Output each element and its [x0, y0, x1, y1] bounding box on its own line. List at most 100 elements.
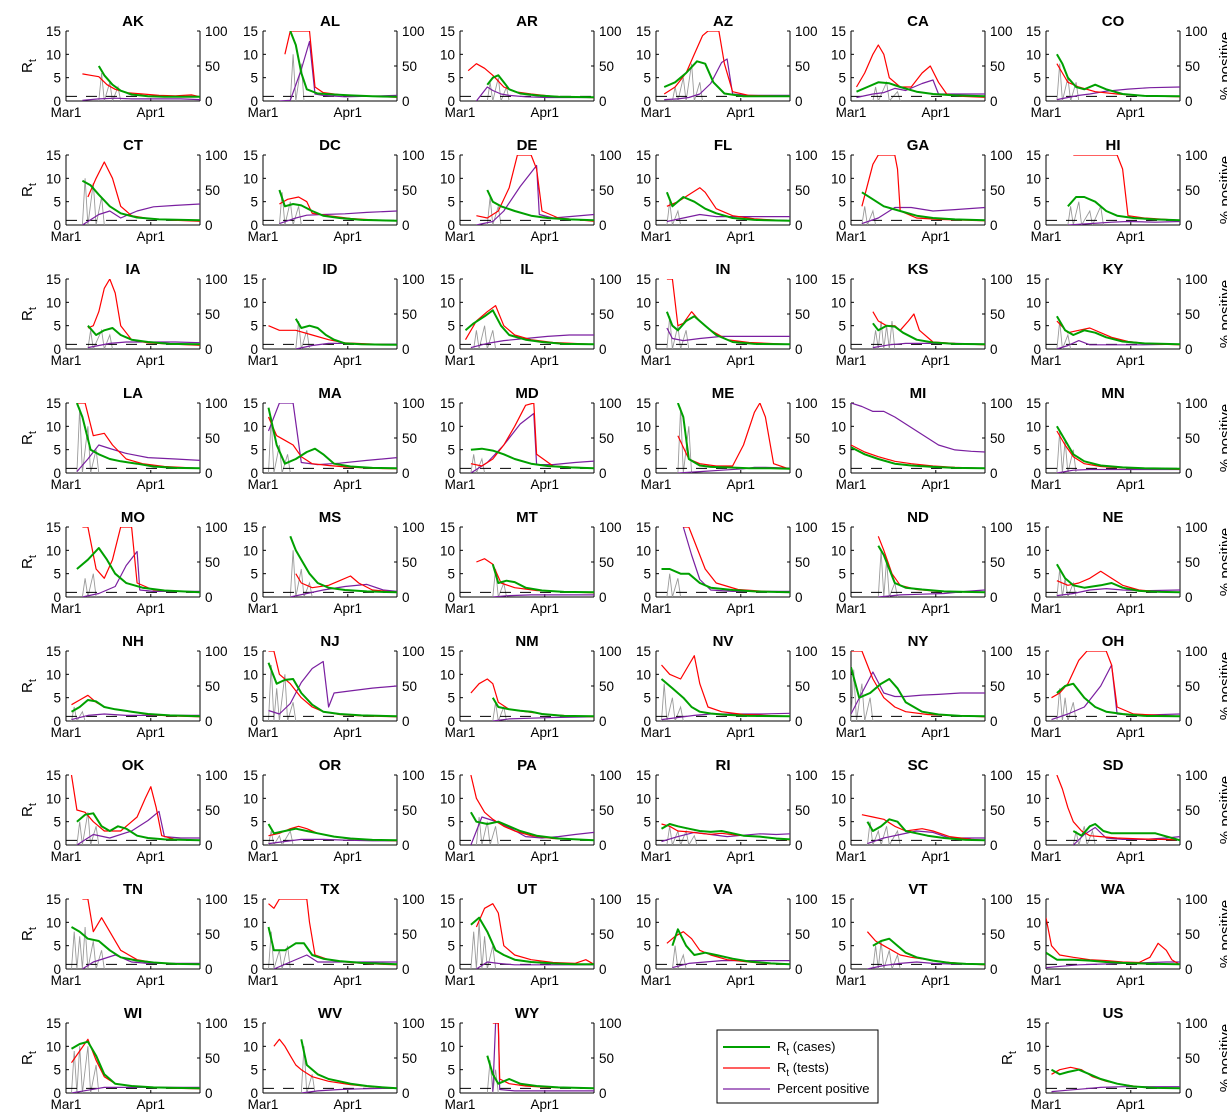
x-tick-label-wy-Apr1: Apr1: [531, 1097, 560, 1112]
right-tick-label-nm-50: 50: [599, 679, 614, 694]
right-tick-label-wa-100: 100: [1185, 892, 1208, 907]
right-tick-label-ar-50: 50: [599, 59, 614, 74]
left-tick-label-nh-5: 5: [53, 691, 61, 706]
x-tick-label-de-Apr1: Apr1: [531, 229, 560, 244]
right-tick-label-de-0: 0: [599, 218, 607, 233]
left-tick-label-hi-5: 5: [1033, 195, 1041, 210]
right-tick-label-wa-0: 0: [1185, 962, 1193, 977]
left-tick-label-tx-5: 5: [250, 939, 258, 954]
left-tick-label-sc-10: 10: [831, 791, 846, 806]
left-tick-label-in-10: 10: [636, 295, 651, 310]
left-tick-label-hi-0: 0: [1033, 218, 1041, 233]
rt-cases-line-mt: [491, 564, 594, 594]
right-tick-label-ar-100: 100: [599, 24, 622, 39]
rt-cases-line-ak: [97, 65, 200, 98]
daily-series-wi: [71, 1046, 100, 1093]
x-tick-label-mi-Mar1: Mar1: [836, 477, 867, 492]
legend-label-percent: Percent positive: [777, 1081, 870, 1096]
x-tick-label-ga-Apr1: Apr1: [922, 229, 951, 244]
panel-title-dc: DC: [319, 137, 341, 154]
panel-nc: NC 0 5 10 15 0 50 100 Mar1 Apr1: [636, 509, 818, 616]
panel-ia: IA 0 5 10 15 0 50 100 Mar1 Apr1 Rt: [19, 261, 228, 368]
left-tick-label-az-15: 15: [636, 24, 651, 39]
right-tick-label-ak-50: 50: [205, 59, 220, 74]
daily-series-ga: [861, 206, 877, 225]
plot-area-id: [263, 318, 397, 349]
right-tick-label-tn-100: 100: [205, 892, 228, 907]
panel-title-la: LA: [123, 385, 143, 402]
left-tick-label-mn-15: 15: [1026, 396, 1041, 411]
percent-positive-line-pa: [470, 816, 594, 845]
left-tick-label-ok-5: 5: [53, 815, 61, 830]
plot-area-co: [1046, 53, 1180, 101]
left-tick-label-tn-5: 5: [53, 939, 61, 954]
right-tick-label-nh-0: 0: [205, 714, 213, 729]
x-tick-label-us-Apr1: Apr1: [1117, 1097, 1146, 1112]
panel-ri: RI 0 5 10 15 0 50 100 Mar1 Apr1: [636, 757, 818, 864]
right-tick-label-mo-50: 50: [205, 555, 220, 570]
left-tick-label-mn-5: 5: [1033, 443, 1041, 458]
panel-title-pa: PA: [517, 757, 537, 774]
left-tick-label-nd-15: 15: [831, 520, 846, 535]
right-tick-label-in-100: 100: [795, 272, 818, 287]
plot-area-nh: [66, 694, 200, 721]
daily-series-mn: [1056, 430, 1077, 473]
rt-tests-line-ca: [855, 44, 985, 98]
x-tick-label-tn-Mar1: Mar1: [51, 973, 82, 988]
left-tick-label-az-10: 10: [636, 47, 651, 62]
panel-axes-tx: [262, 899, 398, 970]
right-tick-label-oh-100: 100: [1185, 644, 1208, 659]
x-tick-label-ct-Apr1: Apr1: [137, 229, 166, 244]
panel-in: IN 0 5 10 15 0 50 100 Mar1 Apr1: [636, 261, 818, 368]
panel-title-ok: OK: [122, 757, 145, 774]
left-tick-label-ak-10: 10: [46, 47, 61, 62]
rt-cases-line-hi: [1067, 196, 1180, 222]
left-tick-label-oh-5: 5: [1033, 691, 1041, 706]
plot-area-us: [1046, 1066, 1180, 1093]
panel-title-wy: WY: [515, 1005, 539, 1022]
right-tick-label-nv-0: 0: [795, 714, 803, 729]
percent-positive-line-wy: [492, 1023, 594, 1092]
panel-title-ia: IA: [126, 261, 141, 278]
right-tick-label-ct-100: 100: [205, 148, 228, 163]
daily-series-ms: [289, 550, 313, 597]
left-tick-label-ok-15: 15: [46, 768, 61, 783]
left-tick-label-co-0: 0: [1033, 94, 1041, 109]
left-tick-label-ut-15: 15: [440, 892, 455, 907]
rt-cases-line-us: [1051, 1068, 1180, 1090]
percent-positive-line-ms: [290, 583, 397, 597]
panel-title-fl: FL: [714, 137, 732, 154]
left-tick-label-mt-10: 10: [440, 543, 455, 558]
panel-title-wv: WV: [318, 1005, 342, 1022]
plot-area-wy: [460, 1023, 594, 1093]
x-tick-label-wi-Mar1: Mar1: [51, 1097, 82, 1112]
right-tick-label-dc-100: 100: [402, 148, 425, 163]
left-tick-label-wi-5: 5: [53, 1063, 61, 1078]
panel-ne: NE 0 5 10 15 0 50 100 Mar1 Apr1 % positive: [1026, 509, 1227, 616]
plot-area-ar: [460, 63, 594, 101]
right-tick-label-mo-100: 100: [205, 520, 228, 535]
panel-mi: MI 0 5 10 15 0 50 100 Mar1 Apr1: [831, 385, 1013, 492]
right-tick-label-fl-0: 0: [795, 218, 803, 233]
percent-positive-line-mi: [851, 403, 985, 453]
right-tick-label-pa-0: 0: [599, 838, 607, 853]
panel-ak: AK 0 5 10 15 0 50 100 Mar1 Apr1 Rt: [19, 13, 228, 120]
right-tick-label-tx-0: 0: [402, 962, 410, 977]
left-tick-label-ga-0: 0: [838, 218, 846, 233]
panel-axes-wa: [1045, 899, 1181, 970]
left-tick-label-ny-15: 15: [831, 644, 846, 659]
daily-series-hi: [1067, 201, 1104, 225]
left-tick-label-sc-5: 5: [838, 815, 846, 830]
legend-label-tests: R: [777, 1060, 786, 1075]
daily-series-nv: [661, 683, 684, 721]
panel-nd: ND 0 5 10 15 0 50 100 Mar1 Apr1: [831, 509, 1013, 616]
panel-title-az: AZ: [713, 13, 733, 30]
right-tick-label-oh-0: 0: [1185, 714, 1193, 729]
percent-positive-line-ga: [861, 206, 985, 225]
rt-tests-line-de: [476, 155, 594, 222]
panel-title-al: AL: [320, 13, 340, 30]
panel-me: ME 0 5 10 15 0 50 100 Mar1 Apr1: [636, 385, 818, 492]
right-tick-label-ut-100: 100: [599, 892, 622, 907]
legend-label-cases: R: [777, 1039, 786, 1054]
left-tick-label-sc-15: 15: [831, 768, 846, 783]
